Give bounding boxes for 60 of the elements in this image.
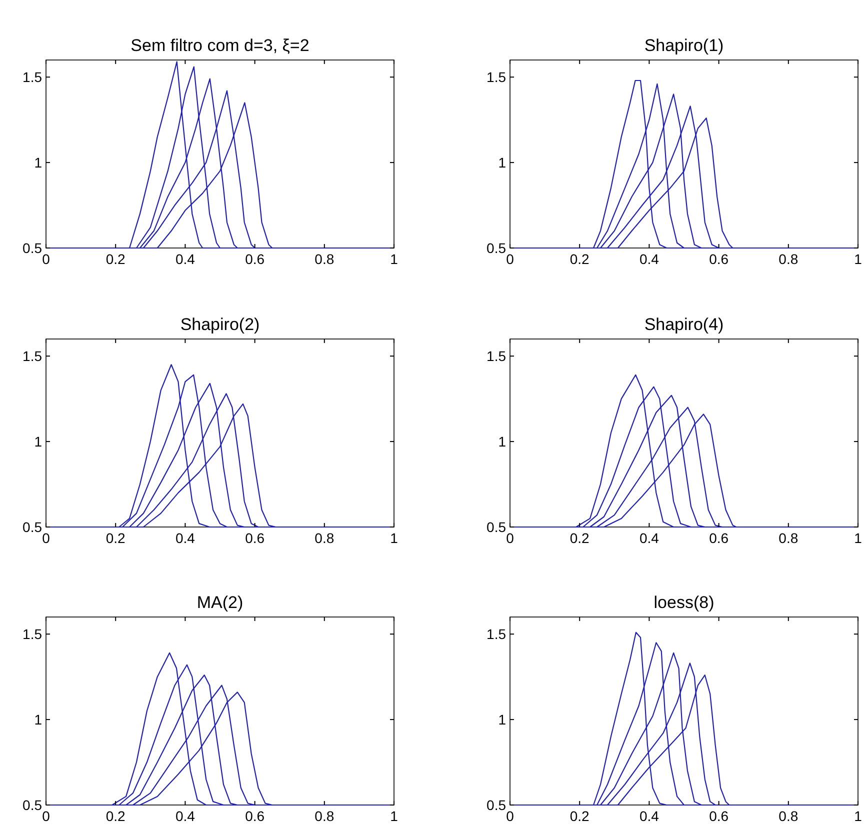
y-tick-label: 1.5 [22, 626, 42, 642]
x-tick-label: 0.8 [778, 251, 798, 267]
x-tick-label: 0.2 [570, 251, 590, 267]
y-tick-label: 1 [34, 712, 42, 728]
x-tick-label: 0.6 [709, 530, 729, 546]
y-tick-label: 1.5 [22, 348, 42, 364]
x-tick-label: 0.8 [778, 530, 798, 546]
x-tick-label: 1 [854, 808, 862, 824]
chart-title: Shapiro(2) [180, 315, 260, 334]
y-tick-label: 0.5 [486, 240, 506, 256]
x-tick-label: 0.6 [245, 251, 265, 267]
x-tick-label: 0.4 [639, 251, 660, 267]
x-tick-label: 0.4 [639, 808, 660, 824]
y-tick-label: 1.5 [486, 69, 506, 86]
x-tick-label: 1 [390, 808, 398, 824]
x-tick-label: 0.2 [570, 530, 590, 546]
x-tick-label: 0 [506, 808, 514, 824]
x-tick-label: 0 [506, 251, 514, 267]
y-tick-label: 0.5 [22, 519, 42, 535]
x-tick-label: 1 [390, 251, 398, 267]
y-tick-label: 1 [498, 434, 506, 450]
chart-title: MA(2) [196, 593, 244, 612]
chart-title: Shapiro(4) [644, 315, 724, 334]
x-tick-label: 0.8 [314, 251, 334, 267]
x-tick-label: 0.2 [106, 251, 126, 267]
y-tick-label: 1.5 [486, 626, 506, 642]
x-tick-label: 0.6 [709, 251, 729, 267]
x-tick-label: 1 [854, 530, 862, 546]
y-tick-label: 1 [34, 434, 42, 450]
y-tick-label: 0.5 [486, 519, 506, 535]
y-tick-label: 0.5 [22, 240, 42, 256]
x-tick-label: 0 [42, 251, 50, 267]
x-tick-label: 0 [42, 530, 50, 546]
y-tick-label: 1 [34, 154, 42, 171]
x-tick-label: 0.4 [639, 530, 660, 546]
x-tick-label: 0.4 [175, 251, 196, 267]
chart-title: loess(8) [654, 593, 714, 612]
x-tick-label: 0.8 [778, 808, 798, 824]
x-tick-label: 0.2 [570, 808, 590, 824]
x-tick-label: 0.6 [709, 808, 729, 824]
x-tick-label: 0.6 [245, 808, 265, 824]
x-tick-label: 0.4 [175, 808, 196, 824]
x-tick-label: 0.4 [175, 530, 196, 546]
x-tick-label: 0 [506, 530, 514, 546]
x-tick-label: 0.2 [106, 530, 126, 546]
x-tick-label: 0.2 [106, 808, 126, 824]
x-tick-label: 0 [42, 808, 50, 824]
y-tick-label: 1 [498, 154, 506, 171]
y-tick-label: 1.5 [22, 69, 42, 86]
x-tick-label: 0.8 [314, 808, 334, 824]
x-tick-label: 0.8 [314, 530, 334, 546]
chart-title: Sem filtro com d=3, ξ=2 [130, 36, 310, 55]
x-tick-label: 1 [854, 251, 862, 267]
chart-title: Shapiro(1) [644, 36, 724, 55]
y-tick-label: 0.5 [22, 797, 42, 813]
x-tick-label: 0.6 [245, 530, 265, 546]
y-tick-label: 1 [498, 712, 506, 728]
x-tick-label: 1 [390, 530, 398, 546]
y-tick-label: 0.5 [486, 797, 506, 813]
y-tick-label: 1.5 [486, 348, 506, 364]
